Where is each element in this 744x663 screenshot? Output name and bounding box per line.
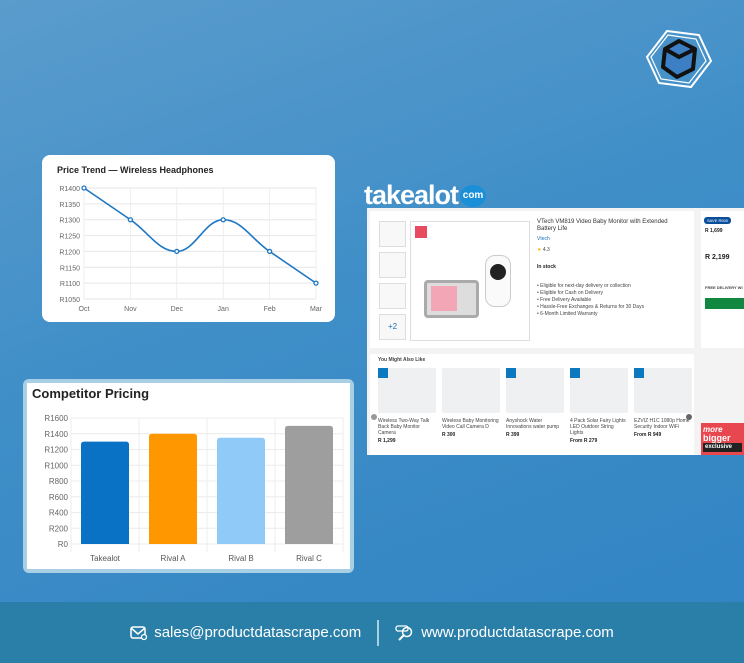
y-tick-label: R1300: [59, 218, 80, 225]
recommend-heading: You Might Also Like: [378, 357, 426, 363]
add-to-cart-button[interactable]: [705, 298, 744, 309]
email-contact[interactable]: sales@productdatascrape.com: [130, 624, 361, 641]
benefit: • 6-Month Limited Warranty: [537, 311, 598, 317]
price-line: [83, 187, 317, 284]
rec-item[interactable]: Wireless Two-Way Talk Back Baby Monitor …: [378, 368, 436, 444]
thumbnail[interactable]: [379, 283, 406, 309]
x-tick-label: Feb: [264, 306, 276, 313]
promo-banner[interactable]: more bigger exclusive: [701, 423, 744, 455]
rec-item[interactable]: EZVIZ H1C 1080p Home Security Indoor WiF…: [634, 368, 692, 438]
divider: [377, 619, 380, 646]
thumbnail-more[interactable]: +2: [379, 314, 406, 340]
y-tick-label: R800: [49, 477, 69, 486]
bar-takealot: [81, 441, 129, 544]
benefit: • Hassle-Free Exchanges & Returns for 30…: [537, 304, 645, 310]
rating-value: 4.3: [542, 247, 550, 253]
x-tick-label: Rival B: [228, 554, 253, 563]
benefit: • Free Delivery Available: [537, 297, 592, 303]
bar-chart-title: Competitor Pricing: [32, 386, 150, 401]
rec-item[interactable]: Wireless Baby Monitoring Video Call Came…: [442, 368, 500, 438]
recommendations: You Might Also Like Wireless Two-Way Tal…: [370, 354, 694, 455]
rec-item[interactable]: 4 Pack Solar Fairy Lights LED Outdoor St…: [570, 368, 628, 444]
buy-box: SAVE R500 R 1,699 R 2,199 FREE DELIVERY …: [701, 211, 744, 348]
product-panel: +2 VTech VM819 Video Baby Monitor with E…: [370, 211, 694, 348]
thumbnail[interactable]: [379, 252, 406, 278]
data-point: [174, 248, 180, 255]
corner-cube-logo: [645, 29, 713, 89]
price-trend-card: Price Trend — Wireless Headphones R1400 R…: [42, 155, 335, 322]
x-tick-label: Rival A: [161, 554, 187, 563]
x-tick-label: Rival C: [296, 554, 322, 563]
logo-text: takealot: [364, 180, 459, 210]
free-delivery: FREE DELIVERY WI: [705, 285, 743, 290]
x-tick-label: Mar: [310, 306, 323, 313]
benefit: • Eligible for Cash on Delivery: [537, 290, 603, 296]
x-tick-label: Nov: [124, 306, 137, 313]
y-tick-label: R1050: [59, 297, 80, 304]
email-link[interactable]: sales@productdatascrape.com: [154, 624, 362, 641]
y-tick-label: R1150: [60, 265, 80, 272]
y-tick-label: R1250: [59, 234, 80, 241]
x-tick-label: Takealot: [90, 554, 121, 563]
price-trend-chart: R1400 R1350 R1300 R1250 R1200 R1150 R1100 R1050…: [59, 185, 323, 313]
website-contact[interactable]: www.productdatascrape.com: [395, 624, 614, 642]
price: R 2,199: [705, 254, 730, 261]
bar-rival-a: [149, 433, 197, 544]
takealot-logo: takealot com: [364, 180, 487, 211]
bar-rival-b: [217, 437, 265, 544]
data-point: [266, 248, 273, 255]
y-tick-label: R1350: [59, 202, 80, 209]
website-link[interactable]: www.productdatascrape.com: [421, 624, 614, 641]
y-tick-label: R1400: [44, 430, 68, 439]
y-tick-label: R1400: [59, 186, 80, 193]
y-tick-label: R1100: [60, 281, 80, 288]
carousel-prev-button[interactable]: [371, 414, 377, 420]
x-tick-label: Oct: [79, 306, 90, 313]
y-tick-label: R1200: [44, 446, 68, 455]
footer: sales@productdatascrape.com www.productd…: [0, 602, 744, 663]
stock-status: In stock: [537, 264, 556, 270]
mail-search-icon: [130, 625, 148, 640]
y-tick-label: R1200: [59, 249, 80, 256]
benefit: • Eligible for next-day delivery or coll…: [537, 283, 631, 289]
carousel-next-button[interactable]: [686, 414, 692, 420]
web-search-icon: [395, 624, 413, 641]
brand-link[interactable]: Vtech: [537, 236, 550, 242]
y-tick-label: R1600: [44, 414, 68, 423]
data-point: [313, 280, 319, 286]
data-point: [127, 217, 134, 223]
save-badge: SAVE R500: [704, 217, 732, 224]
bar-rival-c: [285, 425, 333, 544]
data-point: [81, 185, 87, 191]
benefits-list: • Eligible for next-day delivery or coll…: [537, 283, 644, 318]
x-tick-label: Dec: [171, 306, 184, 313]
product-page-screenshot: +2 VTech VM819 Video Baby Monitor with E…: [367, 208, 744, 455]
y-tick-label: R400: [49, 509, 69, 518]
data-point: [220, 217, 226, 223]
competitor-pricing-chart: R1600 R1400 R1200 R1000 R800 R600 R400 R200 R0 Ta…: [44, 414, 344, 563]
product-image: [410, 221, 530, 341]
old-price: R 1,699: [705, 228, 723, 234]
rating: ★ 4.3: [537, 247, 550, 253]
competitor-pricing-card: Competitor Pricing R1600 R1400 R1200 R1000 R…: [23, 379, 354, 573]
thumbnail[interactable]: [379, 221, 406, 247]
logo-suffix: com: [460, 184, 487, 207]
y-tick-label: R1000: [44, 461, 68, 470]
rec-item[interactable]: Anyshock Water Innovations water pump R 3…: [506, 368, 564, 438]
y-tick-label: R200: [49, 524, 69, 533]
line-chart-title: Price Trend — Wireless Headphones: [57, 165, 214, 175]
y-tick-label: R600: [49, 493, 69, 502]
y-tick-label: R0: [58, 540, 69, 549]
product-title: VTech VM819 Video Baby Monitor with Exte…: [537, 219, 668, 232]
x-tick-label: Jan: [218, 306, 229, 313]
